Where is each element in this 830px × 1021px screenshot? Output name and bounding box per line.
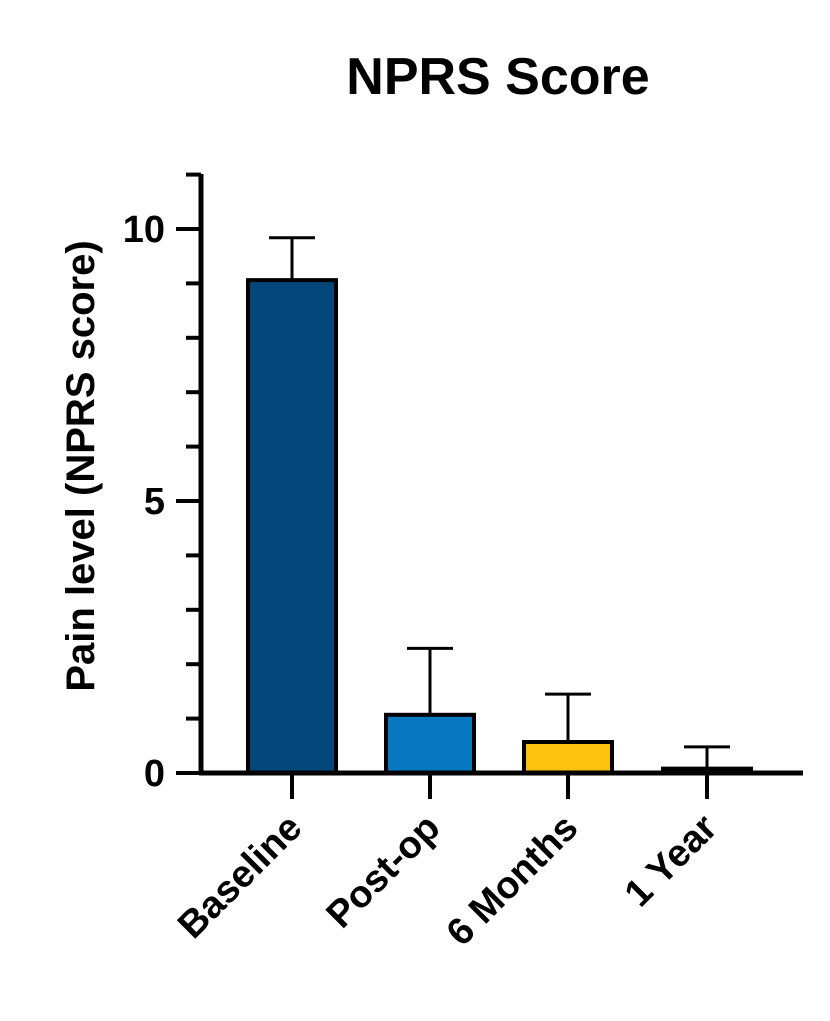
x-tick-label: 6 Months: [439, 807, 587, 955]
bar-post-op: [384, 712, 476, 775]
y-tick-label: 5: [144, 481, 165, 523]
y-axis-label: Pain level (NPRS score): [59, 240, 103, 691]
x-tick-label: Baseline: [170, 807, 310, 947]
x-axis-ticks: [290, 773, 709, 799]
bars: [246, 278, 753, 776]
x-axis-labels: Baseline Post-op6 Months 1 Year: [170, 807, 725, 955]
x-tick-label: 1 Year: [617, 807, 726, 916]
bar-baseline: [246, 278, 338, 775]
error-bars: [269, 236, 730, 769]
bar-6-months: [522, 739, 614, 776]
y-axis-ticks: 0 5 10: [123, 172, 201, 795]
y-tick-label: 10: [123, 209, 165, 251]
chart-title: NPRS Score: [346, 48, 649, 106]
x-tick-label: Post-op: [319, 807, 449, 937]
y-tick-label: 0: [144, 753, 165, 795]
